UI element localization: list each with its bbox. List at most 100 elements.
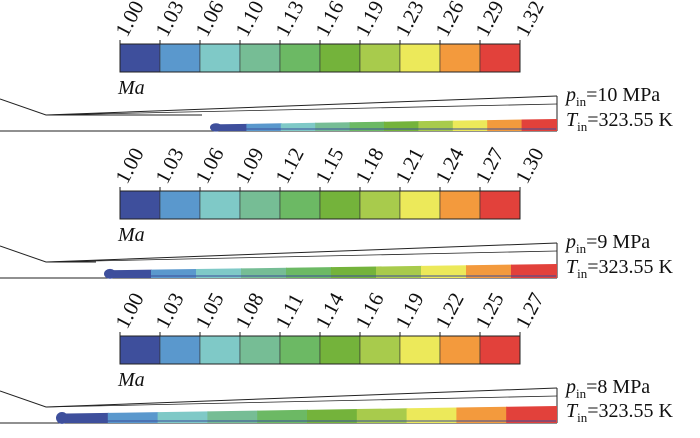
tick-label: 1.08 — [230, 289, 268, 333]
contour-band — [307, 409, 358, 423]
legend-label: Ma — [117, 224, 145, 246]
panel-2: 1.00 1.03 1.06 1.09 1.12 1.15 1.18 1.21 1.24 1.27… — [0, 143, 674, 281]
colorbar-cell — [159, 190, 201, 220]
outer-wall — [45, 387, 558, 408]
inlet-temperature-label: Tin=323.55 K — [566, 400, 674, 425]
tick-label: 1.27 — [510, 289, 548, 333]
tick-label: 1.06 — [190, 144, 228, 188]
tick-label: 1.16 — [350, 289, 388, 333]
tick-label: 1.06 — [190, 0, 228, 40]
tick-label: 1.23 — [390, 0, 428, 40]
colorbar-cell — [279, 190, 321, 220]
colorbar-cell — [319, 43, 361, 73]
colorbar-cell — [479, 43, 521, 73]
contour-band — [406, 407, 458, 423]
colorbar-cell — [399, 43, 441, 73]
contour-leading-edge — [210, 123, 222, 132]
colorbar-cell — [119, 43, 161, 73]
colorbar: 1.00 1.03 1.06 1.09 1.12 1.15 1.18 1.21 1.24 1.27… — [110, 143, 549, 220]
tick-label: 1.16 — [310, 0, 348, 40]
tick-label: 1.00 — [110, 289, 148, 333]
mach-contour — [56, 405, 557, 424]
tick-label: 1.03 — [150, 0, 188, 40]
tick-label: 1.18 — [350, 144, 388, 188]
contour-band — [207, 410, 259, 423]
pressure-subscript: in — [576, 386, 587, 401]
temperature-value: =323.55 K — [587, 109, 673, 131]
contour-band — [506, 405, 557, 423]
inlet-pressure-label: pin=10 MPa — [564, 84, 660, 109]
colorbar-cell — [239, 335, 281, 365]
colorbar-cell — [439, 335, 481, 365]
colorbar-cell — [359, 335, 401, 365]
inner-wall — [45, 395, 558, 408]
colorbar-cell — [239, 190, 281, 220]
temperature-value: =323.55 K — [587, 400, 673, 422]
contour-leading-edge — [56, 411, 68, 424]
tick-label: 1.29 — [470, 0, 508, 40]
legend-label: Ma — [117, 369, 145, 391]
tick-label: 1.15 — [310, 144, 348, 188]
temperature-value: =323.55 K — [587, 256, 673, 278]
tick-label: 1.09 — [230, 144, 268, 188]
mach-contour — [104, 263, 557, 279]
temperature-subscript: in — [577, 266, 588, 281]
contour-band — [257, 409, 308, 423]
colorbar-cell — [439, 190, 481, 220]
tick-label: 1.03 — [150, 289, 188, 333]
colorbar-cell — [199, 190, 241, 220]
inner-wall — [45, 103, 558, 116]
contour-band — [521, 118, 557, 131]
pressure-value: =10 MPa — [586, 84, 660, 106]
outer-wall — [45, 242, 558, 263]
tick-label: 1.27 — [470, 144, 508, 188]
pressure-subscript: in — [576, 94, 587, 109]
colorbar-cell — [319, 190, 361, 220]
colorbar-cell — [359, 43, 401, 73]
colorbar: 1.00 1.03 1.05 1.08 1.11 1.14 1.16 1.19 1.22 1.25… — [110, 288, 549, 365]
panel-3: 1.00 1.03 1.05 1.08 1.11 1.14 1.16 1.19 1.22 1.25… — [0, 288, 674, 425]
colorbar-cell — [399, 335, 441, 365]
tick-label: 1.10 — [230, 0, 268, 40]
contour-band — [511, 263, 557, 278]
temperature-subscript: in — [577, 119, 588, 134]
colorbar-cell — [199, 335, 241, 365]
colorbar-cell — [479, 190, 521, 220]
colorbar-cell — [119, 190, 161, 220]
tick-label: 1.05 — [190, 289, 228, 333]
tick-label: 1.32 — [510, 0, 548, 40]
tick-label: 1.21 — [390, 144, 428, 188]
panel-1: 1.00 1.03 1.06 1.10 1.13 1.16 1.19 1.23 1.26 1.29… — [0, 0, 674, 134]
tick-label: 1.00 — [110, 0, 148, 40]
inlet-temperature-label: Tin=323.55 K — [566, 109, 674, 134]
pressure-value: =9 MPa — [586, 231, 650, 253]
pressure-symbol: p — [564, 231, 576, 253]
contour-band — [376, 265, 422, 278]
contour-leading-edge — [104, 268, 116, 279]
contour-band — [356, 408, 408, 423]
mach-contour — [210, 118, 557, 132]
inlet-temperature-label: Tin=323.55 K — [566, 256, 674, 281]
tick-label: 1.12 — [270, 144, 308, 188]
colorbar-cell — [439, 43, 481, 73]
colorbar-cell — [359, 190, 401, 220]
tick-label: 1.25 — [470, 289, 508, 333]
colorbar: 1.00 1.03 1.06 1.10 1.13 1.16 1.19 1.23 1.26 1.29… — [110, 0, 549, 73]
tick-label: 1.19 — [350, 0, 388, 40]
inner-wall — [45, 250, 558, 263]
colorbar-cell — [119, 335, 161, 365]
inlet-wall — [0, 245, 96, 263]
tick-label: 1.24 — [430, 143, 469, 187]
colorbar-cell — [199, 43, 241, 73]
contour-band — [466, 264, 512, 278]
inlet-wall — [0, 390, 48, 408]
colorbar-cell — [479, 335, 521, 365]
tick-label: 1.00 — [110, 144, 148, 188]
pressure-subscript: in — [576, 241, 587, 256]
colorbar-cell — [159, 43, 201, 73]
tick-label: 1.26 — [430, 0, 468, 40]
inlet-pressure-label: pin=9 MPa — [564, 231, 650, 256]
contour-band — [456, 406, 508, 423]
tick-label: 1.11 — [270, 289, 308, 332]
